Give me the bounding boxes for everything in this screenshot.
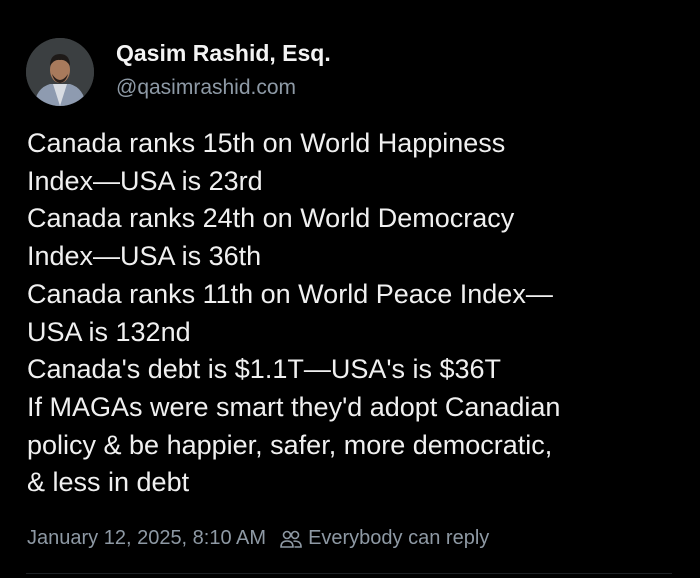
post-line: Index—USA is 36th — [27, 241, 262, 272]
post-line: policy & be happier, safer, more democra… — [27, 429, 553, 460]
post-line: & less in debt — [27, 467, 190, 498]
people-icon — [280, 529, 302, 549]
post-line: If MAGAs were smart they'd adopt Canadia… — [27, 391, 561, 422]
timestamp[interactable]: January 12, 2025, 8:10 AM — [27, 527, 267, 549]
post-line: Canada ranks 11th on World Peace Index— — [27, 278, 553, 309]
post-line: Index—USA is 23rd — [27, 165, 263, 196]
post-line: Canada ranks 24th on World Democracy — [27, 203, 515, 234]
reply-setting: Everybody can reply — [308, 527, 490, 549]
post-line: USA is 132nd — [27, 316, 191, 347]
author-handle[interactable]: @qasimrashid.com — [116, 76, 297, 99]
post-footer: January 12, 2025, 8:10 AM Everybody can … — [27, 527, 489, 550]
post-line: Canada's debt is $1.1T—USA's is $36T — [27, 354, 502, 385]
post-line: Canada ranks 15th on World Happiness — [27, 128, 506, 158]
divider — [26, 573, 672, 574]
author-name[interactable]: Qasim Rashid, Esq. — [116, 40, 331, 66]
avatar[interactable] — [26, 38, 94, 106]
post-text: Canada ranks 15th on World Happiness Ind… — [27, 125, 560, 502]
